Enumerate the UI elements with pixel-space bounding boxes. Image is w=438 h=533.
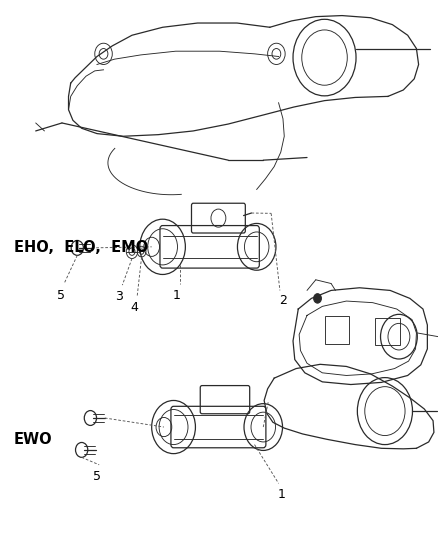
Circle shape bbox=[313, 294, 321, 303]
Bar bbox=[374, 318, 399, 345]
Text: 1: 1 bbox=[277, 488, 285, 501]
Bar bbox=[324, 316, 349, 344]
Text: EWO: EWO bbox=[14, 432, 52, 447]
Text: 4: 4 bbox=[130, 301, 138, 314]
Text: 1: 1 bbox=[173, 289, 180, 302]
Text: 5: 5 bbox=[57, 289, 65, 302]
Text: 3: 3 bbox=[115, 290, 123, 303]
Text: 5: 5 bbox=[93, 470, 101, 482]
Text: 2: 2 bbox=[279, 294, 286, 307]
Text: EHO,  ELO,  EMO: EHO, ELO, EMO bbox=[14, 240, 148, 255]
